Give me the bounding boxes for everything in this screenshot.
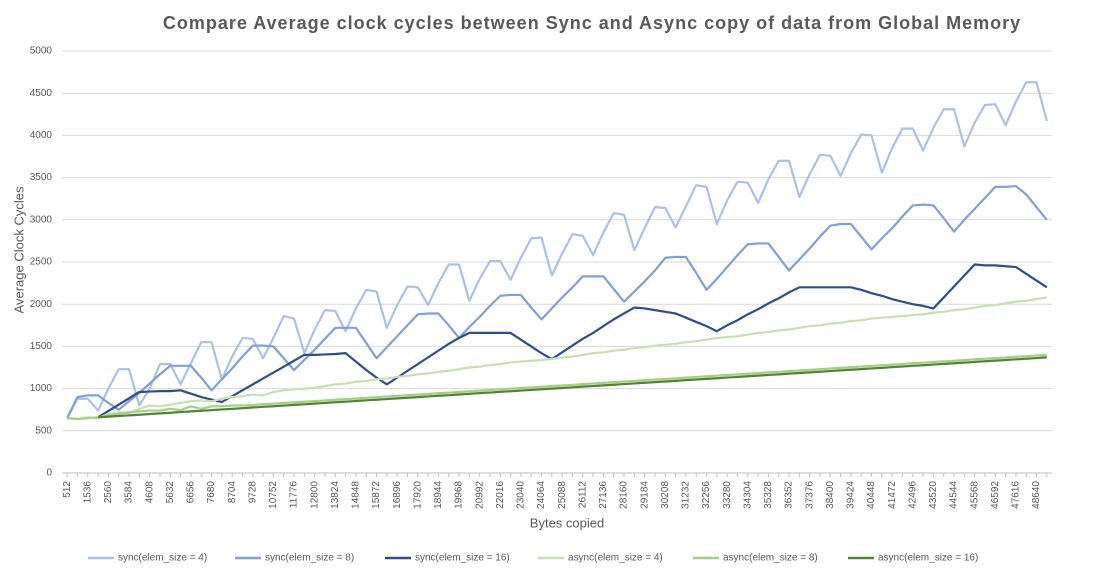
x-tick-label: 32256: [701, 481, 712, 509]
x-tick-label: 27136: [598, 481, 609, 509]
x-tick-label: 41472: [887, 481, 898, 509]
x-tick-label: 16896: [392, 481, 403, 509]
x-tick-label: 42496: [907, 481, 918, 509]
x-tick-label: 3584: [124, 481, 135, 504]
x-tick-label: 37376: [804, 481, 815, 509]
x-tick-label: 12800: [309, 481, 320, 509]
y-tick-label: 1000: [30, 383, 53, 394]
x-tick-label: 24064: [536, 481, 547, 509]
y-tick-label: 5000: [30, 46, 53, 57]
series-line: [67, 296, 1048, 421]
x-tick-label: 22016: [495, 481, 506, 509]
y-tick-label: 500: [35, 425, 52, 436]
x-tick-label: 34304: [742, 481, 753, 509]
legend-label: sync(elem_size = 8): [265, 553, 354, 564]
series-line: [97, 263, 1048, 419]
x-tick-label: 4608: [144, 481, 155, 504]
x-tick-label: 17920: [412, 481, 423, 509]
x-tick-label: 43520: [928, 481, 939, 509]
x-tick-label: 48640: [1031, 481, 1042, 509]
x-tick-label: 40448: [866, 481, 877, 509]
x-tick-label: 18944: [433, 481, 444, 509]
x-tick-label: 39424: [846, 481, 857, 509]
x-tick-label: 33280: [722, 481, 733, 509]
x-tick-label: 44544: [949, 481, 960, 509]
series-line: [66, 184, 1048, 419]
x-tick-label: 38400: [825, 481, 836, 509]
x-tick-label: 2560: [103, 481, 114, 504]
y-tick-label: 3500: [30, 172, 53, 183]
y-tick-label: 4500: [30, 88, 53, 99]
x-tick-label: 512: [62, 481, 73, 498]
legend-label: async(elem_size = 8): [723, 553, 818, 564]
x-axis-title: Bytes copied: [530, 515, 604, 530]
x-tick-label: 6656: [186, 481, 197, 504]
series-line: [66, 81, 1048, 419]
x-tick-label: 29184: [639, 481, 650, 509]
x-tick-label: 30208: [660, 481, 671, 509]
legend-label: sync(elem_size = 4): [118, 553, 207, 564]
x-tick-label: 25088: [557, 481, 568, 509]
x-tick-label: 15872: [371, 481, 382, 509]
legend-label: sync(elem_size = 16): [415, 553, 510, 564]
y-tick-label: 4000: [30, 130, 53, 141]
x-tick-label: 36352: [784, 481, 795, 509]
series-line: [67, 353, 1047, 421]
x-tick-label: 5632: [165, 481, 176, 504]
x-tick-label: 13824: [330, 481, 341, 509]
series-line: [98, 356, 1047, 419]
legend-label: async(elem_size = 16): [878, 553, 978, 564]
x-tick-label: 19968: [454, 481, 465, 509]
y-tick-label: 0: [46, 468, 52, 479]
legend-label: async(elem_size = 4): [568, 553, 663, 564]
x-tick-label: 9728: [247, 481, 258, 504]
y-tick-label: 2500: [30, 257, 53, 268]
x-tick-label: 26112: [577, 481, 588, 509]
x-tick-label: 46592: [990, 481, 1001, 509]
x-tick-label: 23040: [516, 481, 527, 509]
y-tick-label: 3000: [30, 214, 53, 225]
x-tick-label: 35328: [763, 481, 774, 509]
y-axis-title: Average Clock Cycles: [11, 186, 26, 313]
y-tick-label: 1500: [30, 341, 53, 352]
x-tick-label: 28160: [619, 481, 630, 509]
x-tick-label: 14848: [351, 481, 362, 509]
x-tick-label: 45568: [969, 481, 980, 509]
x-tick-label: 11776: [289, 481, 300, 509]
x-tick-label: 7680: [206, 481, 217, 504]
x-tick-label: 31232: [681, 481, 692, 509]
x-tick-label: 10752: [268, 481, 279, 509]
x-tick-label: 47616: [1011, 481, 1022, 509]
x-tick-label: 1536: [82, 481, 93, 504]
x-tick-label: 8704: [227, 481, 238, 504]
x-tick-label: 20992: [474, 481, 485, 509]
y-tick-label: 2000: [30, 299, 53, 310]
chart-title: Compare Average clock cycles between Syn…: [163, 13, 1021, 33]
